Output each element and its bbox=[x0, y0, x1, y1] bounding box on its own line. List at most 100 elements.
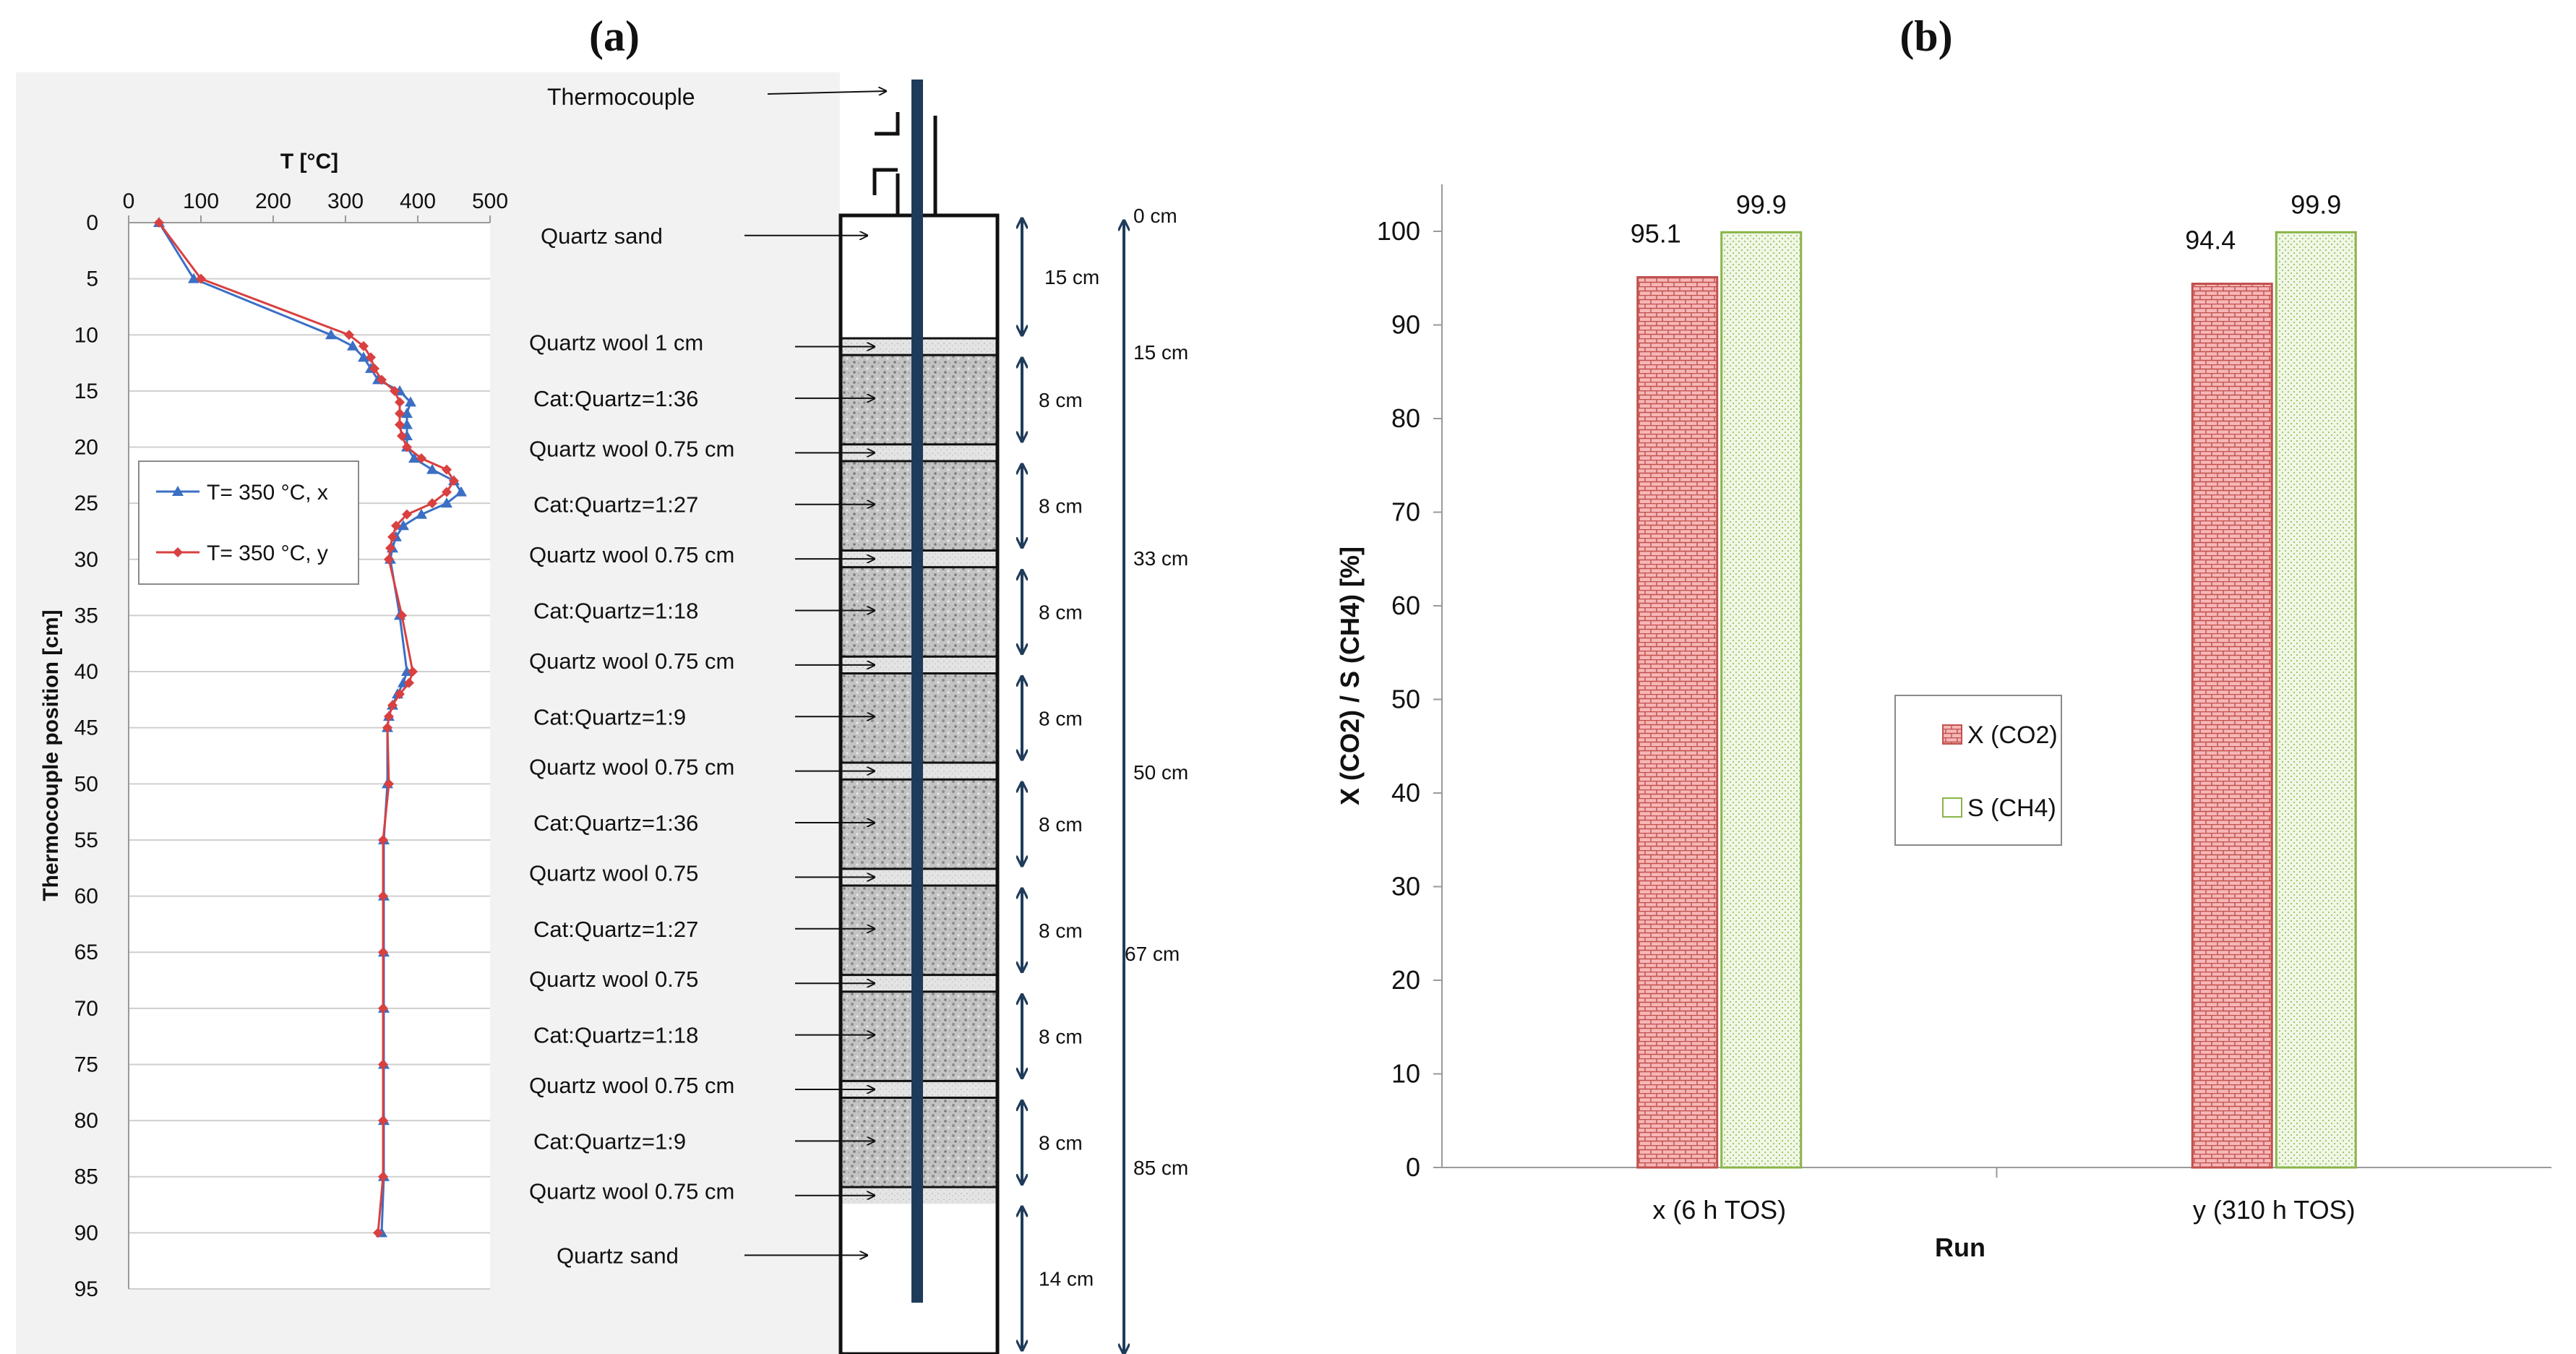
data-point-y bbox=[442, 487, 452, 497]
y-tick-label-a: 80 bbox=[74, 1109, 98, 1133]
data-point-y bbox=[382, 722, 392, 733]
section-dimension-label: 8 cm bbox=[1039, 1131, 1083, 1154]
data-point-x bbox=[358, 351, 369, 362]
data-point-x bbox=[441, 497, 452, 508]
y-tick-label-b: 80 bbox=[1391, 403, 1420, 433]
bar-value-label: 99.9 bbox=[1736, 189, 1787, 219]
data-point-y bbox=[378, 891, 388, 901]
y-tick-label-a: 95 bbox=[74, 1277, 98, 1301]
data-point-y bbox=[397, 610, 407, 621]
section-dimension-label: 15 cm bbox=[1044, 266, 1099, 288]
legend-label-y: T= 350 °C, y bbox=[207, 541, 328, 565]
data-point-y bbox=[384, 554, 394, 565]
data-point-y bbox=[395, 419, 405, 430]
data-point-y bbox=[344, 330, 354, 340]
data-point-y bbox=[416, 453, 426, 464]
y-tick-label-a: 0 bbox=[86, 211, 98, 235]
section-label: Quartz wool 0.75 cm bbox=[529, 1073, 734, 1098]
bar-sch4 bbox=[1720, 231, 1803, 1169]
legend-a: T= 350 °C, x T= 350 °C, y bbox=[138, 460, 359, 585]
data-point-y bbox=[378, 1003, 388, 1014]
y-tick-label-a: 20 bbox=[74, 436, 98, 460]
section-dimension-label: 8 cm bbox=[1039, 601, 1083, 623]
y-tick-label-a: 25 bbox=[74, 492, 98, 515]
temperature-profile-chart: 0 5 10 15 20 25 30 35 40 45 50 55 60 65 70 75 80 85 90 95 0… bbox=[16, 72, 840, 1354]
y-tick-label-a: 55 bbox=[74, 828, 98, 852]
section-label: Cat:Quartz=1:36 bbox=[533, 810, 698, 836]
section-label: Cat:Quartz=1:18 bbox=[533, 1023, 698, 1048]
y-tick-label-b: 20 bbox=[1391, 965, 1420, 995]
total-length-label: 67 cm bbox=[1125, 943, 1180, 965]
panel-label-b: (b) bbox=[1899, 12, 1952, 60]
y-tick-label-a: 10 bbox=[74, 323, 98, 347]
section-dimension-label: 8 cm bbox=[1039, 1026, 1083, 1048]
legend-label-x: T= 350 °C, x bbox=[207, 481, 328, 505]
y-tick-label-a: 40 bbox=[74, 660, 98, 684]
y-tick-label-b: 100 bbox=[1377, 216, 1420, 246]
x-tick-label-a: 200 bbox=[255, 189, 291, 213]
data-point-y bbox=[387, 700, 398, 711]
data-point-y bbox=[378, 1059, 388, 1070]
bar-sch4 bbox=[2275, 231, 2357, 1169]
section-label: Cat:Quartz=1:18 bbox=[533, 598, 698, 623]
data-point-x bbox=[416, 508, 427, 519]
data-point-y bbox=[391, 520, 401, 531]
data-point-y bbox=[373, 1227, 383, 1238]
y-tick-label-b: 40 bbox=[1391, 778, 1420, 807]
data-point-y bbox=[377, 374, 387, 385]
y-tick-label-a: 75 bbox=[74, 1053, 98, 1076]
y-axis-title-a: Thermocouple position [cm] bbox=[39, 609, 63, 901]
data-point-y bbox=[404, 677, 414, 688]
data-point-x bbox=[347, 340, 359, 351]
legend-b: X (CO2) S (CH4) bbox=[1894, 695, 2062, 846]
section-label: Quartz wool 0.75 cm bbox=[529, 542, 734, 567]
section-label: Quartz wool 0.75 cm bbox=[529, 1179, 734, 1204]
bar-value-label: 95.1 bbox=[1631, 218, 1681, 248]
y-axis-title-b: X (CO2) / S (CH4) [%] bbox=[1335, 547, 1365, 805]
y-tick-label-a: 30 bbox=[74, 548, 98, 572]
thermocouple-rod bbox=[911, 80, 923, 1303]
y-tick-label-b: 60 bbox=[1391, 591, 1420, 620]
data-point-x bbox=[401, 419, 413, 429]
data-point-y bbox=[449, 476, 459, 487]
y-tick-label-a: 5 bbox=[86, 267, 98, 291]
data-point-y bbox=[384, 711, 394, 722]
data-point-x bbox=[405, 396, 416, 407]
data-point-y bbox=[385, 543, 395, 554]
x-tick-label-a: 300 bbox=[327, 189, 364, 213]
data-point-y bbox=[378, 1115, 388, 1126]
y-tick-label-a: 35 bbox=[74, 604, 98, 627]
section-dimension-label: 8 cm bbox=[1039, 813, 1083, 836]
data-point-y bbox=[378, 947, 388, 958]
legend-swatch-x bbox=[1942, 724, 1962, 745]
y-tick-label-b: 50 bbox=[1391, 685, 1420, 714]
y-tick-label-a: 65 bbox=[74, 940, 98, 964]
tube-fittings bbox=[872, 112, 937, 215]
total-length-label: 50 cm bbox=[1133, 761, 1188, 784]
data-point-y bbox=[369, 363, 379, 374]
panel-label-a: (a) bbox=[589, 12, 640, 60]
data-point-y bbox=[395, 408, 405, 419]
data-point-y bbox=[154, 218, 164, 228]
data-point-y bbox=[378, 1171, 388, 1182]
plot-area-a bbox=[129, 223, 490, 1289]
y-tick-label-a: 50 bbox=[74, 772, 98, 796]
data-point-x bbox=[401, 407, 413, 418]
y-tick-label-b: 90 bbox=[1391, 310, 1420, 340]
data-point-x bbox=[188, 273, 199, 283]
section-label: Quartz wool 1 cm bbox=[529, 330, 703, 356]
bar-value-label: 94.4 bbox=[2185, 226, 2236, 255]
section-dimension-label: 8 cm bbox=[1039, 707, 1083, 729]
thermocouple-label: Thermocouple bbox=[547, 84, 695, 110]
y-tick-label-a: 45 bbox=[74, 716, 98, 740]
section-dimension-label: 14 cm bbox=[1039, 1268, 1094, 1290]
data-point-y bbox=[395, 397, 405, 408]
x-axis-title-a: T [°C] bbox=[280, 150, 338, 173]
data-point-y bbox=[408, 667, 418, 677]
x-tick-label-a: 400 bbox=[400, 189, 436, 213]
legend-marker-x bbox=[172, 486, 184, 496]
section-label: Cat:Quartz=1:36 bbox=[533, 386, 698, 411]
section-label: Quartz wool 0.75 bbox=[529, 967, 698, 992]
